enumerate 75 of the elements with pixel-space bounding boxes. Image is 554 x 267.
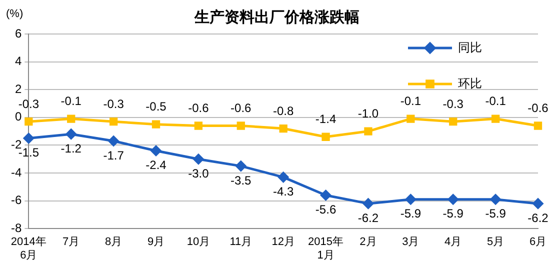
data-label: -1.2: [60, 141, 82, 156]
x-tick-label: 12月: [272, 236, 295, 248]
point: [320, 190, 332, 200]
point: [67, 114, 76, 123]
x-tick-label: 2014年 6月: [10, 236, 46, 262]
data-label: -5.9: [442, 206, 464, 221]
point: [236, 122, 245, 130]
point: [362, 198, 374, 209]
data-label: -4.3: [272, 184, 294, 198]
data-label: -0.6: [188, 101, 210, 116]
point: [194, 122, 203, 130]
data-label: -0.6: [230, 101, 252, 116]
point: [66, 128, 76, 140]
x-tick-label: 8月: [104, 236, 122, 248]
data-label: -6.2: [358, 210, 379, 225]
point: [24, 117, 33, 126]
x-tick-label: 5月: [486, 236, 504, 248]
x-tick-label: 2月: [360, 236, 377, 248]
point: [406, 114, 415, 123]
point: [491, 114, 500, 123]
data-label: -1.4: [315, 112, 336, 126]
data-label: -3.5: [230, 173, 252, 188]
data-label: -0.5: [146, 100, 167, 114]
point: [448, 194, 458, 205]
point: [532, 198, 544, 209]
data-label: -6.2: [528, 210, 549, 225]
point: [236, 160, 246, 172]
point: [193, 154, 204, 164]
data-label: -1.7: [103, 148, 124, 162]
point: [534, 122, 542, 130]
point: [109, 117, 118, 126]
point: [152, 120, 160, 128]
data-label: -0.8: [272, 104, 294, 118]
y-axis-title: (%): [6, 8, 24, 20]
point: [108, 136, 119, 146]
y-tick-label: 4: [14, 54, 22, 68]
data-label: -0.6: [528, 101, 549, 116]
y-tick-label: 6: [14, 26, 22, 40]
data-label: -5.6: [315, 202, 336, 217]
x-tick-label: 11月: [230, 236, 252, 248]
y-tick-label: -8: [11, 220, 22, 235]
point: [405, 194, 416, 205]
x-tick-label: 3月: [402, 236, 420, 248]
point: [278, 172, 289, 182]
data-label: -3.0: [188, 166, 210, 180]
x-tick-label: 10月: [186, 236, 210, 248]
data-label: -0.1: [400, 94, 422, 108]
x-tick-label: 9月: [147, 236, 165, 248]
point: [490, 194, 501, 205]
data-label: -5.9: [400, 206, 422, 221]
x-tick-label: 6月: [529, 236, 547, 248]
data-label: -0.3: [103, 96, 124, 111]
point: [23, 133, 34, 144]
point: [150, 146, 162, 156]
point: [449, 117, 458, 126]
data-label: -0.1: [485, 94, 506, 108]
data-label: -0.3: [18, 96, 40, 111]
y-tick-label: -6: [11, 193, 22, 208]
x-tick-label: 4月: [444, 236, 462, 248]
y-tick-label: -4: [11, 165, 22, 180]
data-label: -1.0: [358, 106, 379, 121]
point: [364, 127, 372, 136]
legend-label: 环比: [458, 76, 482, 90]
x-tick-label: 2015年 1月: [308, 236, 344, 262]
legend-label: 同比: [458, 40, 482, 54]
x-tick-label: 7月: [62, 236, 80, 248]
data-label: -0.1: [60, 94, 82, 108]
data-label: -5.9: [485, 206, 506, 221]
point: [322, 132, 330, 141]
chart-title: 生产资料出厂价格涨跌幅: [194, 9, 360, 26]
data-label: -0.3: [442, 96, 464, 111]
data-label: -2.4: [146, 158, 167, 172]
point: [279, 124, 288, 133]
y-tick-label: 0: [14, 110, 22, 124]
y-tick-label: 2: [14, 82, 22, 96]
